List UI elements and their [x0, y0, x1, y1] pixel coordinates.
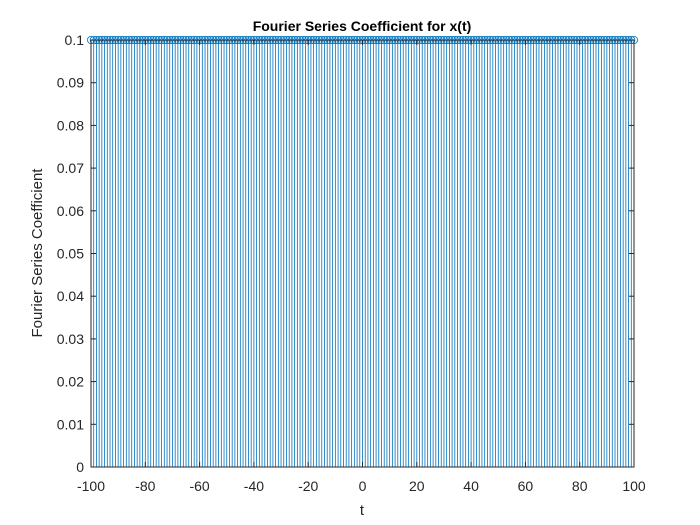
y-tick-label: 0.05	[57, 246, 84, 262]
x-tick-label: 60	[518, 478, 534, 494]
x-tick-label: 40	[463, 478, 479, 494]
y-tick-label: 0.01	[57, 416, 84, 432]
x-axis: -100 -80 -60 -40 -20 0 20 40 60 80 100	[77, 40, 646, 494]
y-axis: 0 0.01 0.02 0.03 0.04 0.05 0.06 0.07 0.08 0.09 0.1	[57, 32, 634, 475]
x-tick-label: 0	[359, 478, 367, 494]
y-tick-label: 0.1	[65, 32, 85, 48]
x-tick-label: -20	[298, 478, 318, 494]
y-tick-label: 0.06	[57, 203, 84, 219]
x-tick-label: 100	[622, 478, 646, 494]
y-axis-label: Fourier Series Coefficient	[29, 168, 46, 338]
chart-title: Fourier Series Coefficient for x(t)	[253, 18, 472, 34]
y-tick-label: 0.02	[57, 374, 84, 390]
x-tick-label: 80	[572, 478, 588, 494]
x-tick-label: -80	[135, 478, 155, 494]
x-tick-label: -40	[244, 478, 264, 494]
x-tick-label: 20	[409, 478, 425, 494]
y-tick-label: 0.07	[57, 160, 84, 176]
x-tick-label: -60	[189, 478, 209, 494]
y-tick-label: 0.04	[57, 288, 84, 304]
y-tick-label: 0.03	[57, 331, 84, 347]
y-tick-label: 0.09	[57, 75, 84, 91]
y-tick-label: 0.08	[57, 117, 84, 133]
x-tick-label: -100	[77, 478, 105, 494]
x-axis-label: t	[360, 502, 365, 519]
y-tick-label: 0	[76, 459, 84, 475]
stem-series	[90, 40, 635, 467]
